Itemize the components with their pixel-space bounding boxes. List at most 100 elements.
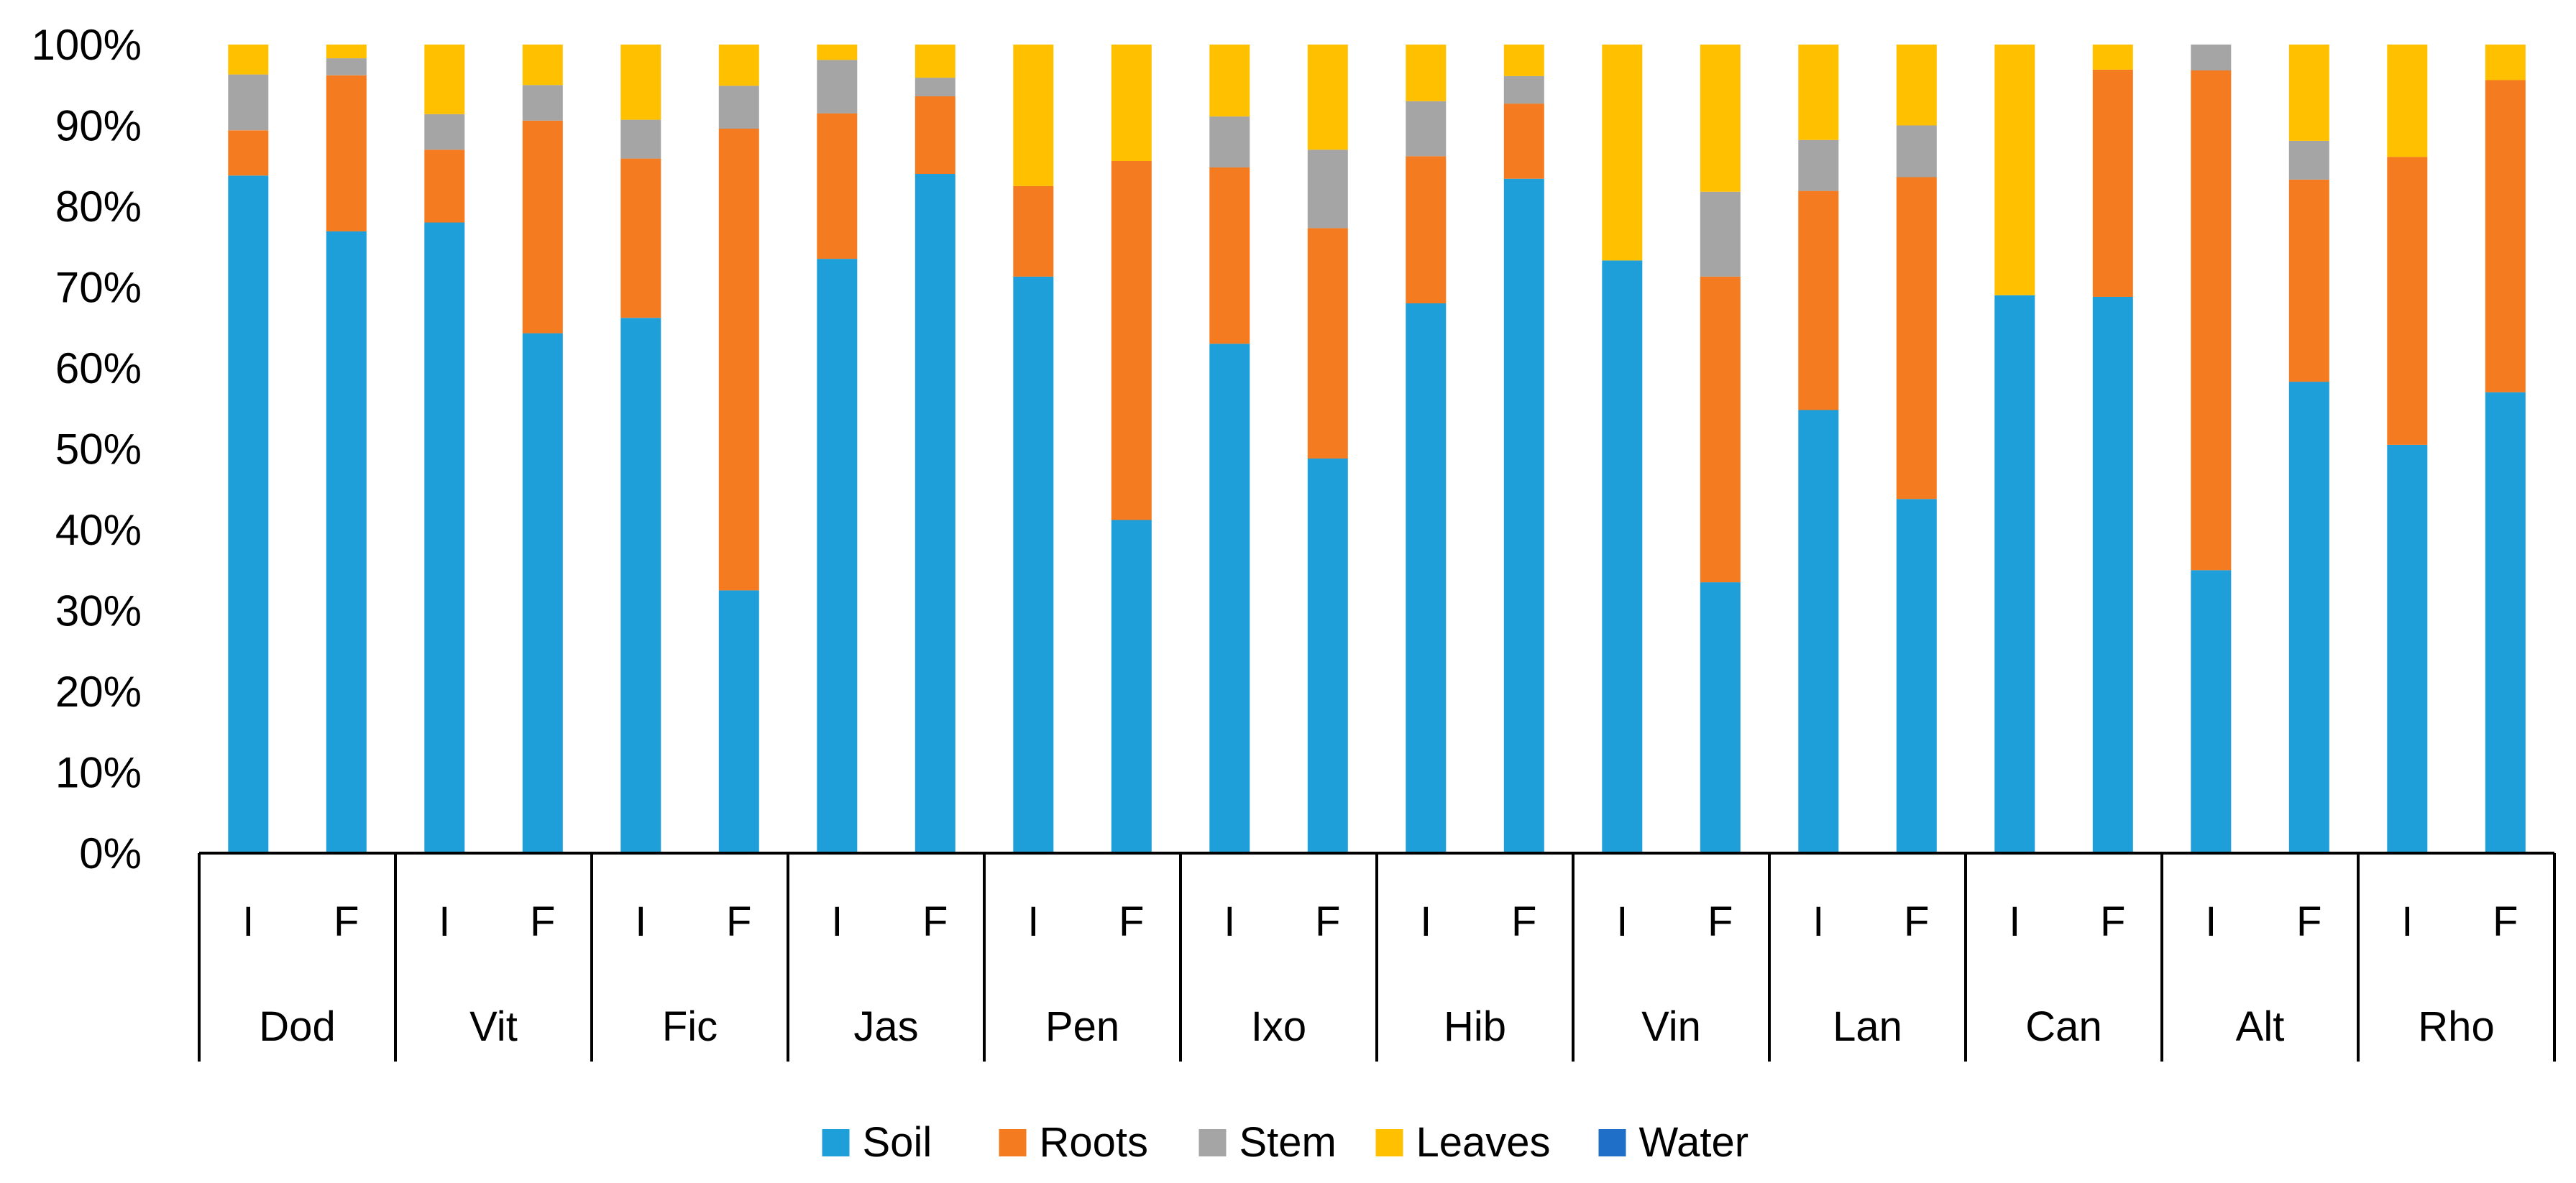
bar-segment-soil (228, 175, 269, 854)
bar-stack (326, 45, 367, 853)
bar-segment-soil (326, 231, 367, 853)
bar-segment-soil (1307, 459, 1348, 853)
bar-segment-leaves (1307, 45, 1348, 150)
bar-segment-stem (424, 114, 465, 150)
bar-segment-leaves (522, 45, 563, 86)
bar-segment-roots (1406, 156, 1447, 304)
bar-segment-soil (2485, 392, 2526, 854)
y-tick-label: 20% (55, 668, 142, 716)
bar-stack (1798, 45, 1839, 853)
y-tick-label: 80% (55, 183, 142, 231)
bar-stack (1700, 45, 1741, 853)
x-subcategory-label: I (242, 898, 254, 945)
bar-stack (228, 45, 269, 854)
bar-segment-soil (1111, 520, 1152, 853)
y-axis-tick-labels: 0% 10% 20% 30% 40% 50% 60% 70% 80% 90% 100% (32, 21, 142, 878)
bar-segment-leaves (1602, 45, 1643, 261)
bar-segment-roots (424, 149, 465, 223)
y-tick-label: 30% (55, 587, 142, 635)
x-group-label: Jas (853, 1003, 918, 1050)
bar-segment-leaves (1013, 45, 1054, 186)
y-tick-label: 50% (55, 425, 142, 474)
x-subcategory-label: I (1420, 898, 1431, 945)
bar-segment-soil (2092, 297, 2133, 853)
bar-segment-roots (1013, 185, 1054, 277)
x-subcategory-label: F (1708, 898, 1733, 945)
bar-segment-roots (1209, 167, 1250, 344)
bar-segment-soil (1013, 276, 1054, 853)
x-subcategory-label: I (2009, 898, 2020, 945)
bar-segment-stem (718, 86, 759, 129)
bar-segment-leaves (424, 45, 465, 114)
bar-segment-soil (2387, 444, 2428, 853)
bar-segment-stem (817, 60, 858, 114)
bar-stack (1602, 45, 1643, 853)
bar-segment-leaves (817, 45, 858, 60)
bar-segment-stem (915, 78, 955, 96)
x-group-label: Fic (662, 1003, 718, 1050)
x-group-label: Can (2025, 1003, 2101, 1050)
x-subcategory-label: I (635, 898, 646, 945)
bar-stack (1013, 45, 1054, 853)
x-subcategory-label: I (439, 898, 450, 945)
bar-segment-soil (1798, 410, 1839, 853)
bar-segment-soil (915, 174, 955, 853)
bar-segment-leaves (1700, 45, 1741, 192)
x-group-label: Vit (469, 1003, 518, 1050)
bar-segment-leaves (1111, 45, 1152, 161)
bar-segment-leaves (1896, 45, 1937, 126)
bar-stack (2288, 45, 2329, 853)
bar-segment-roots (1798, 190, 1839, 410)
bar-segment-roots (1307, 228, 1348, 459)
bar-segment-leaves (228, 45, 269, 75)
bar-segment-leaves (718, 45, 759, 86)
bar-segment-soil (718, 590, 759, 853)
bar-segment-soil (2191, 570, 2232, 854)
legend-item-roots: Roots (999, 1119, 1148, 1166)
bar-segment-stem (522, 85, 563, 121)
legend-swatch (1375, 1129, 1403, 1156)
x-group-label: Alt (2236, 1003, 2285, 1050)
bar-segment-soil (1700, 582, 1741, 853)
bar-segment-stem (1896, 125, 1937, 178)
x-subcategory-label: F (1315, 898, 1340, 945)
bar-segment-roots (326, 75, 367, 231)
x-subcategory-label: F (726, 898, 751, 945)
bar-segment-leaves (1209, 45, 1250, 117)
bar-segment-roots (718, 129, 759, 591)
bar-segment-roots (915, 96, 955, 174)
bar-segment-leaves (620, 45, 661, 120)
bar-segment-roots (2092, 69, 2133, 298)
bar-stack (1209, 45, 1250, 854)
bar-segment-soil (522, 333, 563, 854)
bar-stack (522, 45, 563, 854)
bar-segment-leaves (2387, 45, 2428, 157)
bar-stack (2485, 45, 2526, 854)
x-group-label: Dod (259, 1003, 335, 1050)
legend-item-soil: Soil (822, 1119, 932, 1166)
bar-segment-leaves (2092, 45, 2133, 70)
bar-segment-soil (1602, 260, 1643, 853)
x-subcategory-label: F (922, 898, 948, 945)
bar-segment-stem (620, 119, 661, 159)
bar-segment-stem (2288, 140, 2329, 180)
bar-segment-stem (1406, 101, 1447, 157)
bar-stack (1406, 45, 1447, 853)
bar-stack (620, 45, 661, 854)
bar-segment-roots (620, 158, 661, 318)
y-tick-label: 40% (55, 506, 142, 554)
x-subcategory-label: F (1119, 898, 1144, 945)
bar-stack (424, 45, 465, 853)
bar-segment-leaves (1798, 45, 1839, 140)
legend-swatch (999, 1129, 1027, 1156)
bar-segment-stem (1700, 191, 1741, 277)
bar-segment-roots (2387, 157, 2428, 445)
legend-swatch (1598, 1129, 1626, 1156)
bar-segment-stem (1798, 139, 1839, 191)
x-subcategory-label: I (1224, 898, 1235, 945)
x-subcategory-label: I (2401, 898, 2413, 945)
bar-stack (2387, 45, 2428, 853)
y-tick-label: 60% (55, 344, 142, 392)
y-tick-label: 10% (55, 749, 142, 797)
